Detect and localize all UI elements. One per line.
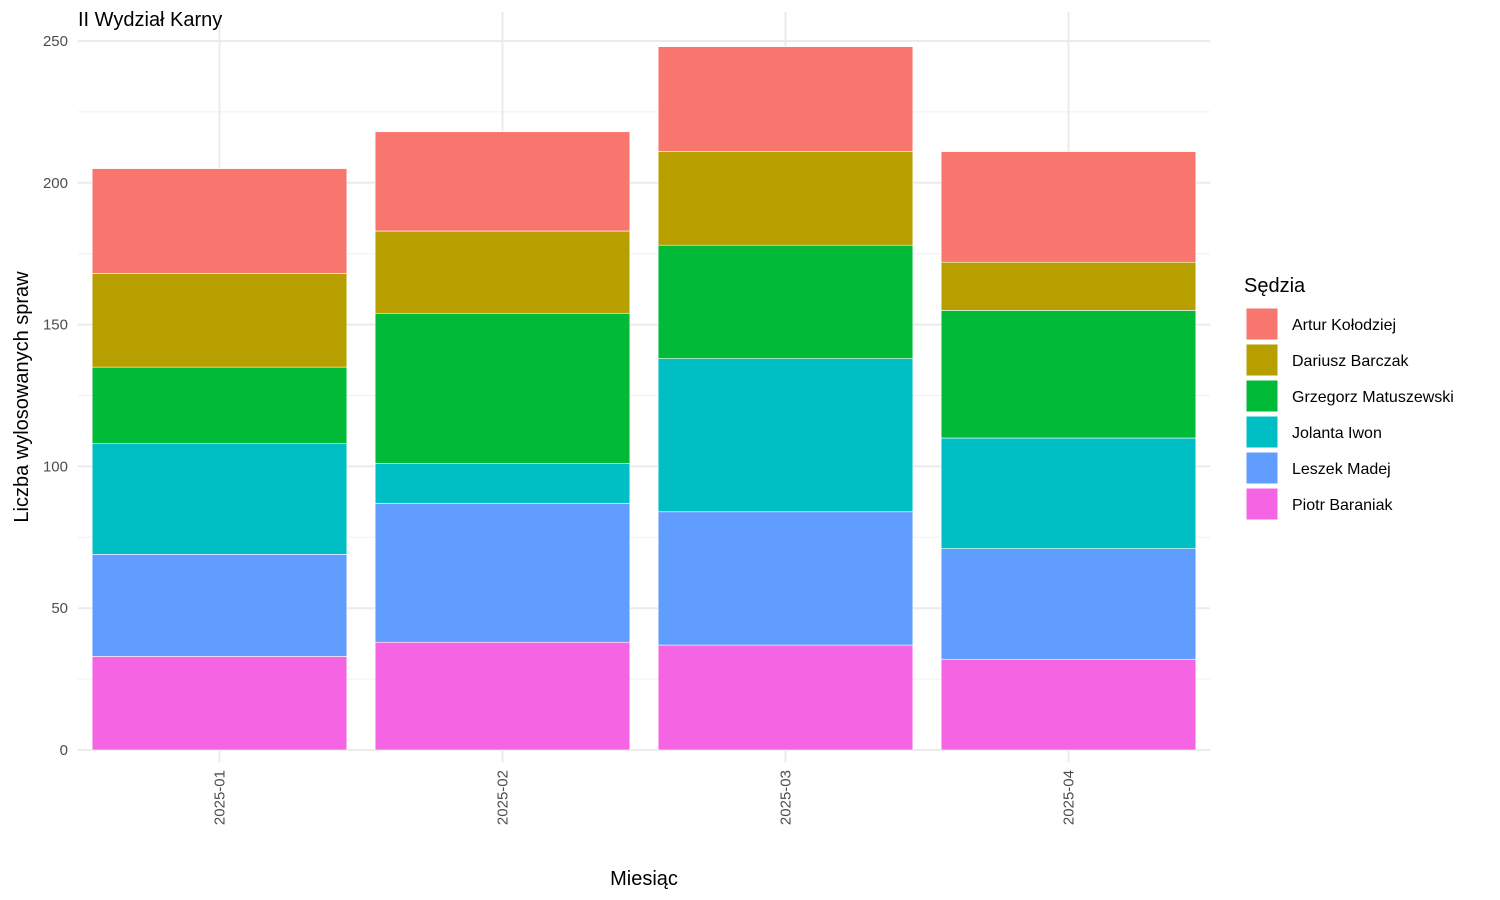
legend-label: Piotr Baraniak bbox=[1292, 497, 1393, 514]
bar-segment bbox=[940, 658, 1197, 751]
legend-label: Artur Kołodziej bbox=[1292, 317, 1396, 334]
bar-segment bbox=[657, 244, 914, 359]
y-axis-ticks: 0 50 100 150 200 250 bbox=[43, 33, 68, 759]
legend-label: Leszek Madej bbox=[1292, 461, 1391, 478]
bar-segment bbox=[940, 548, 1197, 660]
x-tick-label: 2025-02 bbox=[495, 770, 512, 825]
bar-segment bbox=[374, 463, 631, 504]
bar-segment bbox=[940, 151, 1197, 263]
legend-label: Jolanta Iwon bbox=[1292, 425, 1382, 442]
y-tick-label: 200 bbox=[43, 175, 68, 192]
bar-segment bbox=[657, 644, 914, 751]
x-tick-label: 2025-03 bbox=[778, 770, 795, 825]
legend-title: Sędzia bbox=[1244, 275, 1306, 297]
bar-segment bbox=[374, 312, 631, 464]
x-axis-title: Miesiąc bbox=[610, 868, 678, 890]
bar-segment bbox=[91, 554, 348, 657]
bar-segment bbox=[657, 511, 914, 646]
bar-segment bbox=[374, 641, 631, 751]
legend-key bbox=[1245, 343, 1279, 377]
y-tick-label: 100 bbox=[43, 458, 68, 475]
legend-key bbox=[1245, 487, 1279, 521]
y-tick-label: 50 bbox=[51, 600, 68, 617]
bar-segment bbox=[374, 230, 631, 314]
bar-segment bbox=[374, 502, 631, 643]
bars bbox=[91, 46, 1197, 751]
y-tick-label: 150 bbox=[43, 317, 68, 334]
chart-title: II Wydział Karny bbox=[78, 9, 222, 31]
legend-label: Dariusz Barczak bbox=[1292, 353, 1409, 370]
y-tick-label: 0 bbox=[60, 742, 68, 759]
bar-segment bbox=[374, 131, 631, 232]
legend-key bbox=[1245, 307, 1279, 341]
x-axis-ticks: 2025-01 2025-02 2025-03 2025-04 bbox=[212, 770, 1078, 825]
legend-key bbox=[1245, 451, 1279, 485]
legend-label: Grzegorz Matuszewski bbox=[1292, 389, 1454, 406]
bar-segment bbox=[91, 273, 348, 368]
bar-segment bbox=[940, 310, 1197, 439]
legend: Sędzia Artur Kołodziej Dariusz Barczak Grz… bbox=[1244, 275, 1454, 521]
bar-segment bbox=[91, 168, 348, 274]
bar-segment bbox=[657, 46, 914, 152]
legend-key bbox=[1245, 379, 1279, 413]
bar-segment bbox=[940, 261, 1197, 311]
legend-key bbox=[1245, 415, 1279, 449]
bar-segment bbox=[657, 358, 914, 513]
bar-segment bbox=[91, 366, 348, 445]
y-tick-label: 250 bbox=[43, 33, 68, 50]
x-tick-label: 2025-04 bbox=[1061, 770, 1078, 825]
bar-segment bbox=[657, 151, 914, 246]
y-axis-title: Liczba wylosowanych spraw bbox=[11, 271, 33, 523]
x-tick-label: 2025-01 bbox=[212, 770, 229, 825]
bar-segment bbox=[940, 437, 1197, 549]
bar-segment bbox=[91, 656, 348, 751]
bar-segment bbox=[91, 443, 348, 555]
